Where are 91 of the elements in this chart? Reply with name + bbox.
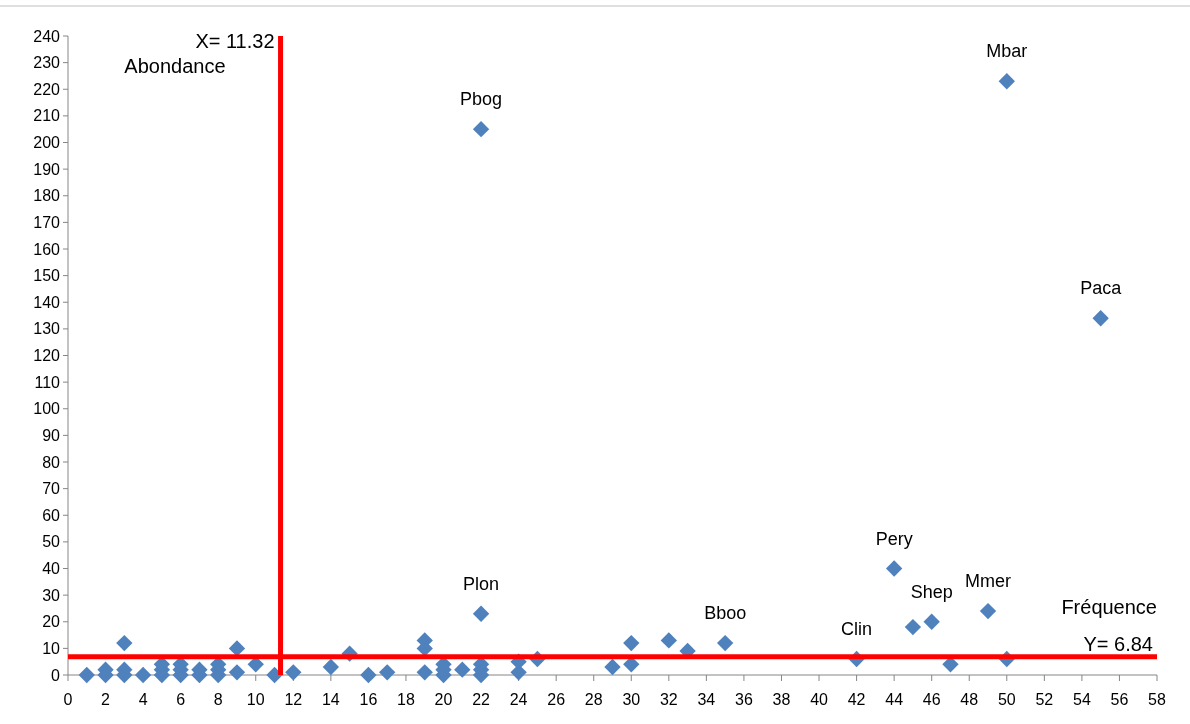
- x-tick-label: 38: [772, 691, 791, 708]
- x-tick-label: 0: [63, 691, 73, 708]
- point: [923, 613, 940, 630]
- x-tick-label: 14: [321, 691, 340, 708]
- y-tick-label: 210: [33, 107, 61, 125]
- y-tick-label: 200: [33, 134, 61, 152]
- y-tick-label: 20: [42, 613, 61, 631]
- x-tick-label: 34: [697, 691, 716, 708]
- x-tick-label: 40: [810, 691, 829, 708]
- x-tick-label: 22: [472, 691, 491, 708]
- y-tick-label: 140: [33, 293, 61, 311]
- x-tick-label: 58: [1148, 691, 1166, 708]
- annotation: Paca: [1080, 278, 1123, 299]
- y-tick-label: 50: [42, 533, 61, 551]
- y-tick-label: 150: [33, 267, 61, 285]
- annotation: Shep: [910, 581, 953, 602]
- y-tick-label: 220: [33, 80, 61, 98]
- y-axis-title: Abondance: [124, 55, 226, 78]
- y-tick-label: 160: [33, 240, 61, 258]
- x-tick-label: 46: [922, 691, 941, 708]
- x-tick-label: 44: [885, 691, 904, 708]
- point: [623, 634, 640, 652]
- x-tick-label: 24: [509, 691, 528, 708]
- x-tick-label: 48: [960, 691, 979, 708]
- y-tick-label: 240: [33, 27, 61, 45]
- y-tick-label: 190: [33, 160, 61, 178]
- x-tick-label: 18: [397, 691, 415, 708]
- y-tick-label: 120: [33, 347, 61, 365]
- point: [1092, 310, 1109, 327]
- x-tick-label: 42: [847, 691, 866, 708]
- point: [660, 632, 677, 649]
- point: [228, 640, 246, 657]
- point: [904, 618, 922, 636]
- point: [604, 658, 621, 676]
- point: [998, 73, 1015, 90]
- x-tick-label: 16: [359, 691, 378, 708]
- ref-line-label: Y= 6.84: [1083, 632, 1153, 655]
- y-tick-label: 180: [33, 187, 61, 205]
- point: [360, 666, 377, 684]
- x-tick-label: 36: [735, 691, 753, 708]
- y-tick-label: 80: [42, 453, 61, 471]
- point: [472, 605, 490, 622]
- y-tick-label: 0: [51, 666, 61, 684]
- y-tick-label: 170: [33, 213, 61, 231]
- x-tick-label: 8: [213, 691, 223, 708]
- x-tick-label: 2: [101, 691, 111, 708]
- point: [885, 560, 903, 577]
- x-tick-label: 12: [284, 691, 303, 708]
- point: [116, 634, 133, 652]
- x-axis-title: Fréquence: [1061, 595, 1157, 618]
- x-tick-label: 54: [1073, 691, 1091, 708]
- point: [716, 634, 734, 652]
- annotation: Bboo: [704, 603, 747, 624]
- x-tick-label: 30: [622, 691, 641, 708]
- point: [322, 658, 340, 676]
- y-tick-label: 60: [42, 506, 61, 524]
- x-tick-label: 50: [997, 691, 1016, 708]
- y-tick-label: 110: [34, 373, 61, 391]
- point: [472, 121, 490, 138]
- x-tick-label: 6: [176, 691, 186, 708]
- y-tick-label: 30: [42, 586, 61, 604]
- y-tick-label: 90: [42, 426, 61, 444]
- x-tick-label: 4: [138, 691, 148, 708]
- annotation: Mmer: [965, 571, 1012, 592]
- y-tick-label: 100: [33, 400, 61, 418]
- annotation: Mbar: [986, 41, 1028, 62]
- annotation: Pbog: [460, 89, 503, 110]
- annotation: Clin: [841, 619, 873, 640]
- x-tick-label: 32: [659, 691, 678, 708]
- y-tick-label: 40: [42, 560, 61, 578]
- x-tick-label: 28: [584, 691, 603, 708]
- x-tick-label: 52: [1035, 691, 1054, 708]
- y-tick-label: 230: [33, 54, 61, 72]
- y-tick-label: 130: [33, 320, 61, 338]
- annotation: Pery: [875, 528, 913, 549]
- point: [228, 664, 246, 681]
- point: [416, 664, 433, 681]
- point: [285, 664, 302, 681]
- y-tick-label: 10: [42, 639, 61, 657]
- annotation: Plon: [463, 573, 500, 594]
- point: [78, 666, 95, 684]
- point: [454, 661, 471, 678]
- ref-line-label: X= 11.32: [195, 30, 275, 52]
- point: [134, 666, 152, 684]
- x-tick-label: 56: [1110, 691, 1129, 708]
- x-tick-label: 20: [434, 691, 453, 708]
- point: [379, 664, 396, 681]
- point: [979, 602, 997, 620]
- y-tick-label: 70: [42, 480, 61, 498]
- x-tick-label: 10: [246, 691, 265, 708]
- x-tick-label: 26: [547, 691, 566, 708]
